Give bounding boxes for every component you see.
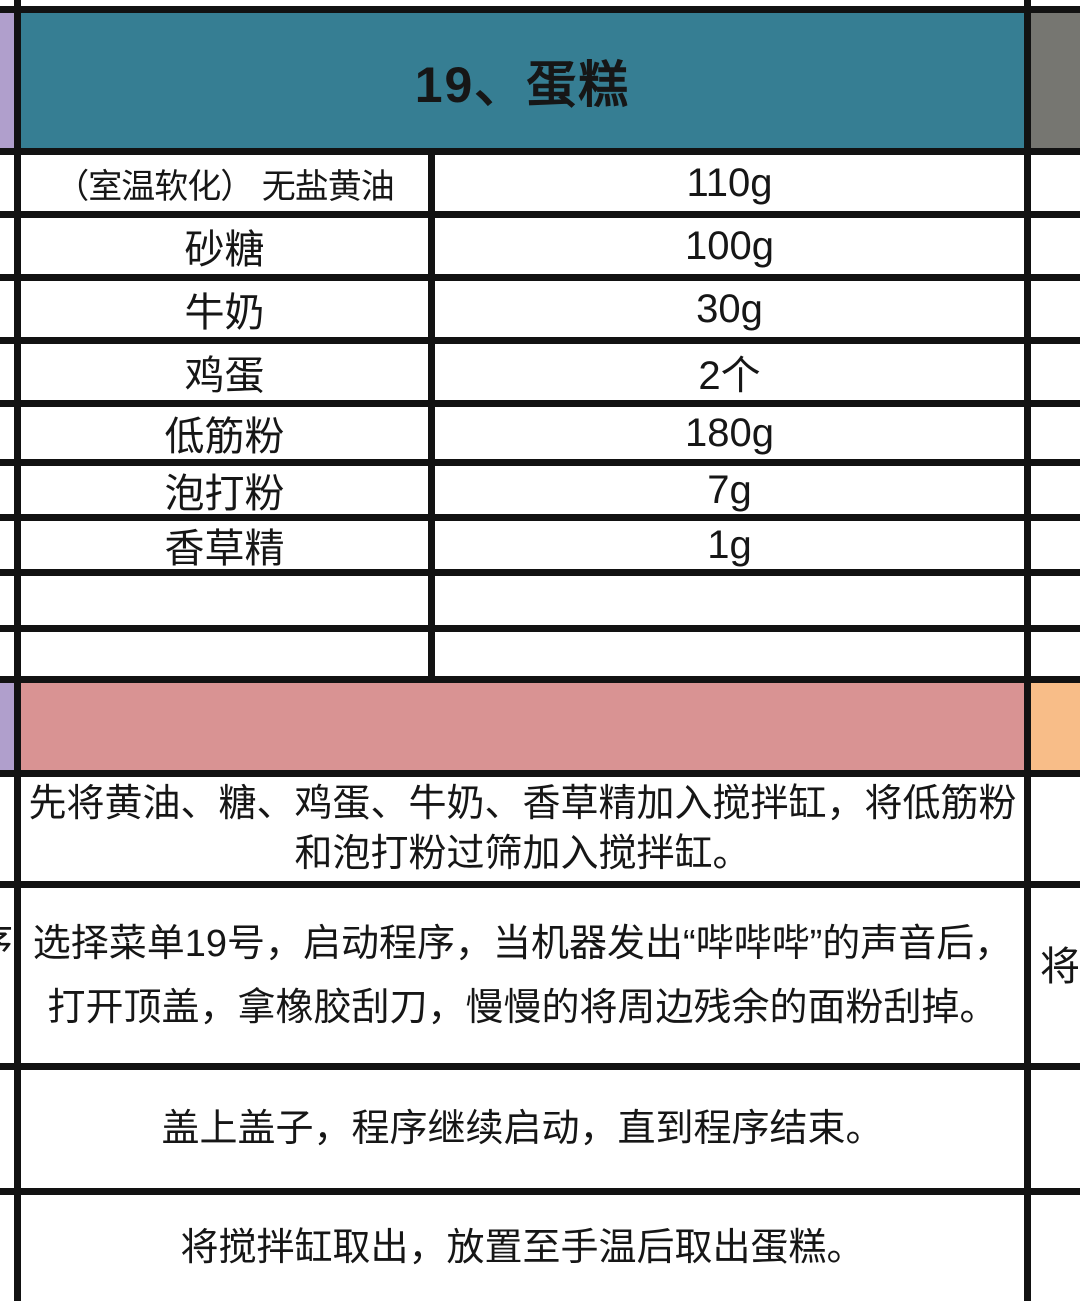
adjacent-column-header-cell (1031, 13, 1080, 148)
step-line: 打开顶盖，拿橡胶刮刀，慢慢的将周边残余的面粉刮掉。 (47, 986, 998, 1029)
margin-cell (0, 1195, 14, 1301)
left-partial-text-cell: 序 (0, 888, 14, 1063)
step-line: 先将黄油、糖、鸡蛋、牛奶、香草精加入搅拌缸，将低筋粉 (28, 783, 1017, 825)
margin-cell (0, 576, 14, 625)
right-partial-text-cell: 将 (1031, 888, 1080, 1063)
step-line: 将搅拌缸取出，放置至手温后取出蛋糕。 (180, 1227, 865, 1269)
margin-cell (0, 218, 14, 274)
empty-ingredient-name-cell (21, 576, 428, 625)
ingredient-amount-cell: 7g (435, 466, 1024, 514)
ingredient-name-cell: （室温软化） 无盐黄油 (21, 155, 428, 211)
margin-cell (0, 407, 14, 459)
ingredient-name-cell: 砂糖 (21, 218, 428, 274)
margin-cell (1031, 576, 1080, 625)
ingredient-name: 香草精 (164, 527, 285, 569)
adjacent-column-banner-cell (1031, 683, 1080, 770)
step-line: 选择菜单19号，启动程序，当机器发出“哔哔哔”的声音后， (32, 922, 1013, 965)
margin-cell (1031, 1070, 1080, 1188)
step-cell-4: 将搅拌缸取出，放置至手温后取出蛋糕。 (21, 1195, 1024, 1301)
ingredient-name: 鸡蛋 (184, 354, 265, 398)
step-cell-3: 盖上盖子，程序继续启动，直到程序结束。 (21, 1070, 1024, 1188)
ingredient-amount: 110g (686, 160, 773, 205)
ingredient-name-cell: 香草精 (21, 521, 428, 569)
margin-cell (1031, 632, 1080, 676)
margin-cell (1031, 218, 1080, 274)
ingredient-amount-cell: 180g (435, 407, 1024, 459)
left-strip-header-cell (0, 13, 14, 148)
margin-cell (1031, 281, 1080, 337)
margin-cell (1031, 1195, 1080, 1301)
ingredient-name-cell: 牛奶 (21, 281, 428, 337)
step-cell-1: 先将黄油、糖、鸡蛋、牛奶、香草精加入搅拌缸，将低筋粉 和泡打粉过筛加入搅拌缸。 (21, 777, 1024, 881)
ingredient-amount: 7g (707, 467, 752, 512)
ingredient-amount-cell: 1g (435, 521, 1024, 569)
recipe-header-cell: 19、蛋糕 (21, 13, 1024, 148)
top-sliver-left-cell (0, 0, 14, 6)
ingredient-amount: 30g (696, 286, 763, 331)
margin-cell (1031, 521, 1080, 569)
margin-cell (1031, 407, 1080, 459)
ingredient-amount-cell: 100g (435, 218, 1024, 274)
ingredient-name: 牛奶 (184, 291, 265, 335)
ingredient-amount: 180g (685, 410, 774, 455)
margin-cell (0, 466, 14, 514)
margin-cell (1031, 777, 1080, 881)
right-partial-char: 将 (1040, 945, 1080, 989)
ingredient-amount-cell: 110g (435, 155, 1024, 211)
step-cell-2: 选择菜单19号，启动程序，当机器发出“哔哔哔”的声音后， 打开顶盖，拿橡胶刮刀，… (21, 888, 1024, 1063)
ingredient-name-cell: 低筋粉 (21, 407, 428, 459)
margin-cell (0, 632, 14, 676)
margin-cell (1031, 344, 1080, 400)
ingredient-amount: 1g (707, 522, 752, 567)
margin-cell (0, 281, 14, 337)
left-partial-char: 序 (0, 910, 13, 968)
margin-cell (0, 521, 14, 569)
step-text: 盖上盖子，程序继续启动，直到程序结束。 (21, 1104, 1024, 1154)
top-sliver-main-cell (21, 0, 1024, 6)
ingredient-amount: 100g (685, 223, 774, 268)
margin-cell (0, 1070, 14, 1188)
margin-cell (1031, 155, 1080, 211)
ingredient-name: 低筋粉 (164, 415, 285, 459)
step-text: 先将黄油、糖、鸡蛋、牛奶、香草精加入搅拌缸，将低筋粉 和泡打粉过筛加入搅拌缸。 (21, 779, 1024, 879)
margin-cell (0, 777, 14, 881)
step-text: 选择菜单19号，启动程序，当机器发出“哔哔哔”的声音后， 打开顶盖，拿橡胶刮刀，… (21, 912, 1024, 1040)
ingredient-name-cell: 泡打粉 (21, 466, 428, 514)
step-text: 将搅拌缸取出，放置至手温后取出蛋糕。 (21, 1223, 1024, 1273)
step-line: 盖上盖子，程序继续启动，直到程序结束。 (161, 1108, 884, 1150)
ingredient-name: （室温软化） 无盐黄油 (55, 167, 394, 206)
section-banner-cell (21, 683, 1024, 770)
empty-ingredient-amount-cell (435, 632, 1024, 676)
ingredient-amount: 2个 (698, 354, 761, 398)
margin-cell (1031, 466, 1080, 514)
ingredient-amount-cell: 30g (435, 281, 1024, 337)
recipe-title: 19、蛋糕 (414, 56, 631, 113)
ingredient-amount-cell: 2个 (435, 344, 1024, 400)
ingredient-name-cell: 鸡蛋 (21, 344, 428, 400)
step-line: 和泡打粉过筛加入搅拌缸。 (294, 833, 751, 875)
empty-ingredient-name-cell (21, 632, 428, 676)
left-strip-banner-cell (0, 683, 14, 770)
empty-ingredient-amount-cell (435, 576, 1024, 625)
ingredient-name: 砂糖 (184, 228, 265, 272)
ingredient-name: 泡打粉 (164, 472, 285, 514)
margin-cell (0, 344, 14, 400)
margin-cell (0, 155, 14, 211)
top-sliver-right-cell (1031, 0, 1080, 6)
